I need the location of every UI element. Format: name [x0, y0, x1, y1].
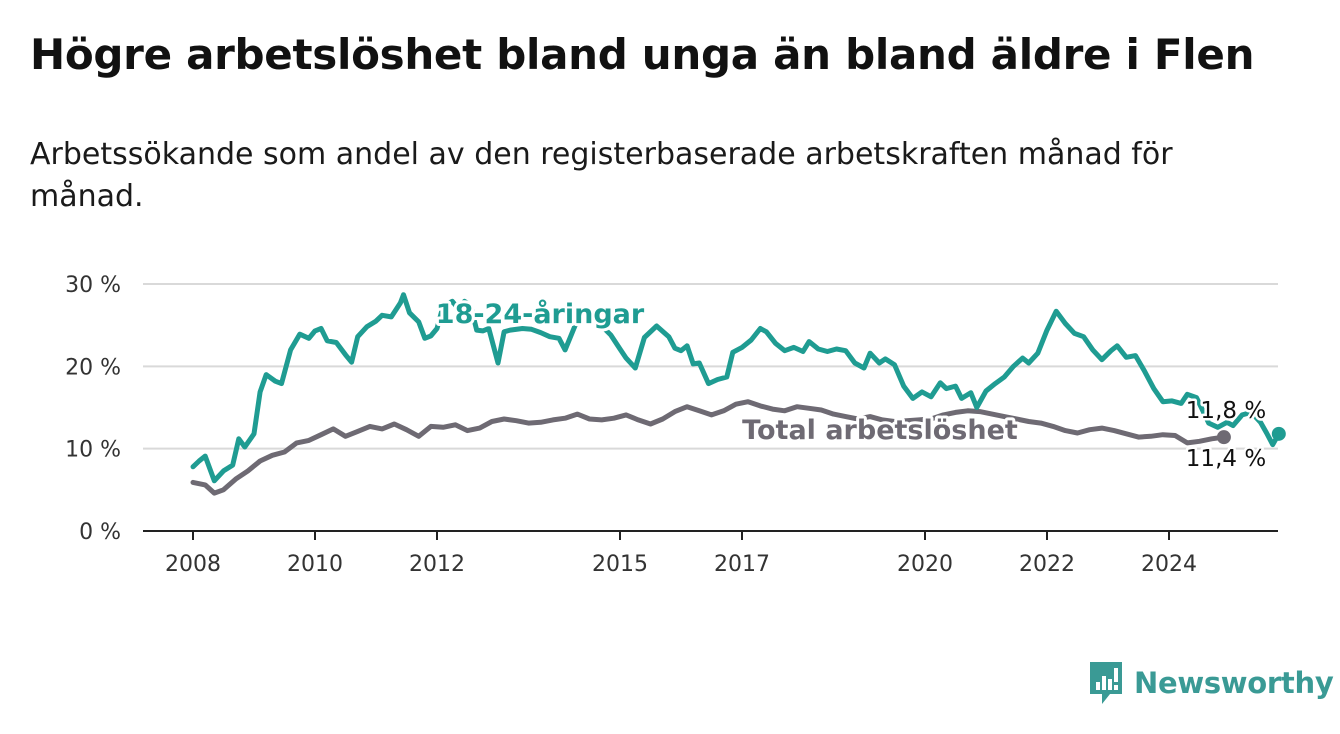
series-line-18-24-ringar	[190, 292, 1282, 484]
grid-lines	[143, 283, 1278, 450]
series-labels: Total arbetslöshet 11,4 % 18-24-åringar 11,…	[433, 295, 1269, 475]
series-name-label: Total arbetslöshet	[742, 415, 1018, 446]
newsworthy-wordmark: Newsworthy	[1134, 666, 1334, 700]
series-name-label: 18-24-åringar	[436, 298, 645, 330]
y-tick-label: 30 %	[65, 273, 121, 298]
series-end-point	[1216, 430, 1231, 445]
x-tick-label: 2015	[592, 552, 648, 577]
x-tick-label: 2020	[897, 552, 953, 577]
y-axis: 0 % 10 % 20 % 30 %	[65, 273, 121, 545]
series-line-total-arbetsl-shet	[190, 399, 1227, 496]
series-group	[190, 292, 1286, 496]
x-tick-label: 2022	[1019, 552, 1075, 577]
x-tick-label: 2008	[165, 552, 221, 577]
chart-title: Högre arbetslöshet bland unga än bland ä…	[30, 30, 1255, 79]
x-tick-label: 2012	[409, 552, 465, 577]
newsworthy-brand: Newsworthy	[1088, 660, 1334, 706]
series-end-label: 11,8 %	[1186, 398, 1266, 424]
newsworthy-logo-icon	[1090, 662, 1122, 704]
x-tick-label: 2024	[1141, 552, 1197, 577]
series-end-label: 11,4 %	[1186, 446, 1266, 472]
series-end-point	[1271, 426, 1286, 441]
x-tick-label: 2010	[287, 552, 343, 577]
y-tick-label: 20 %	[65, 355, 121, 380]
y-tick-label: 10 %	[65, 438, 121, 463]
x-tick-label: 2017	[714, 552, 770, 577]
chart-subtitle: Arbetssökande som andel av den registerb…	[30, 137, 1173, 214]
y-tick-label: 0 %	[79, 520, 121, 545]
x-axis: 2008 2010 2012 2015 2017 2020 2022 2024	[143, 530, 1278, 577]
